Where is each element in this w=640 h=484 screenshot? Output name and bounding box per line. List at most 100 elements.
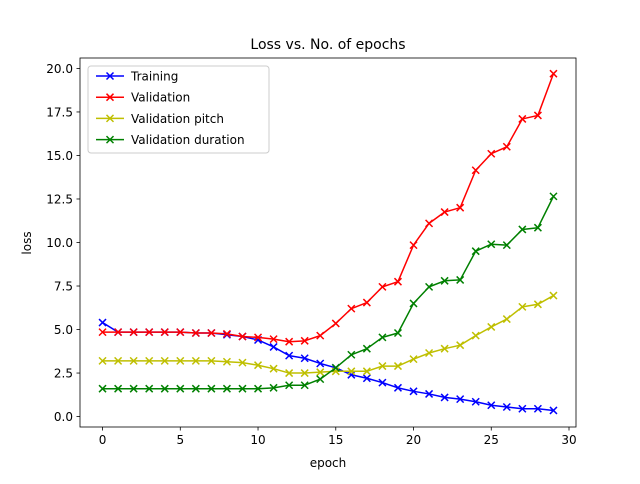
marker-stroke [176, 384, 185, 393]
data-point-validation-pitch [114, 356, 123, 365]
data-point-training [533, 404, 542, 413]
marker-stroke [105, 71, 115, 81]
data-point-validation-duration [378, 333, 387, 342]
data-point-validation [207, 328, 216, 338]
marker-stroke [378, 333, 387, 342]
data-point-validation [176, 328, 185, 337]
data-point-training [440, 393, 449, 402]
x-tick-label: 15 [328, 433, 343, 447]
marker-stroke [409, 299, 418, 308]
marker-stroke [502, 241, 511, 250]
data-point-validation-duration [191, 384, 200, 393]
data-point-validation-pitch [176, 356, 185, 365]
marker-stroke [533, 300, 542, 309]
legend-marker [105, 135, 115, 144]
marker-stroke [145, 356, 154, 365]
marker-stroke [440, 344, 449, 353]
data-point-validation-pitch [98, 356, 107, 365]
data-point-training [518, 404, 527, 413]
data-point-validation-duration [238, 384, 247, 393]
marker-stroke [129, 356, 138, 365]
legend-item-training: Training [96, 70, 178, 84]
marker-stroke [440, 208, 449, 217]
legend-label: Validation pitch [131, 112, 224, 126]
data-point-validation-pitch [440, 344, 449, 353]
marker-stroke [238, 332, 247, 341]
data-point-validation-duration [393, 328, 402, 338]
data-point-training [98, 318, 107, 327]
legend-box [87, 65, 270, 154]
series-line-validation-pitch [102, 294, 554, 374]
marker-stroke [549, 69, 558, 78]
marker-stroke [269, 383, 278, 392]
marker-stroke [285, 381, 294, 390]
data-point-validation [456, 203, 465, 212]
data-point-validation [238, 332, 247, 341]
data-point-validation-pitch [222, 357, 231, 366]
legend-label: Validation duration [131, 133, 245, 147]
data-point-validation-duration [425, 282, 434, 291]
data-point-validation-duration [316, 375, 325, 384]
data-point-training [378, 378, 387, 387]
marker-stroke [549, 291, 558, 300]
marker-stroke [533, 404, 542, 413]
data-point-training [347, 370, 356, 379]
marker-stroke [487, 322, 496, 331]
data-point-validation [549, 69, 558, 78]
data-point-training [549, 406, 558, 415]
data-point-validation [145, 328, 154, 337]
data-point-validation-pitch [409, 355, 418, 364]
marker-stroke [316, 359, 325, 368]
data-point-validation-pitch [238, 358, 247, 367]
data-point-validation-pitch [191, 356, 200, 365]
marker-stroke [378, 378, 387, 387]
marker-stroke [518, 225, 527, 234]
data-point-validation-pitch [254, 361, 263, 370]
legend: Training Validation Validation pitch Valida… [87, 65, 270, 154]
data-point-validation-pitch [300, 369, 309, 378]
marker-stroke [238, 358, 247, 367]
data-point-validation-pitch [549, 291, 558, 300]
marker-stroke [98, 328, 107, 337]
marker-stroke [487, 240, 496, 249]
marker-stroke [487, 149, 496, 158]
x-tick-label: 10 [250, 433, 265, 447]
y-tick-label: 17.5 [46, 105, 73, 119]
marker-stroke [114, 384, 123, 393]
x-tick-label: 25 [484, 433, 499, 447]
marker-stroke [191, 328, 200, 338]
data-point-validation-duration [549, 192, 558, 201]
data-point-validation-duration [487, 240, 496, 249]
marker-stroke [285, 369, 294, 378]
marker-stroke [98, 384, 107, 393]
data-point-validation-pitch [518, 302, 527, 311]
data-point-validation-duration [207, 384, 216, 393]
data-point-training [285, 351, 294, 360]
marker-stroke [425, 389, 434, 398]
marker-stroke [160, 356, 169, 365]
data-point-training [409, 387, 418, 396]
data-point-validation-pitch [145, 356, 154, 365]
marker-stroke [471, 331, 480, 340]
y-tick-label: 5.0 [54, 323, 73, 337]
y-tick-label: 12.5 [46, 192, 73, 206]
legend-marker [105, 114, 115, 123]
data-point-validation [533, 111, 542, 120]
marker-stroke [456, 275, 465, 284]
data-point-validation-duration [129, 384, 138, 393]
marker-stroke [145, 328, 154, 337]
data-point-validation [285, 337, 294, 346]
marker-stroke [300, 369, 309, 378]
marker-stroke [191, 384, 200, 393]
marker-stroke [347, 367, 356, 376]
marker-stroke [269, 342, 278, 351]
data-point-training [456, 395, 465, 404]
y-tick-label: 20.0 [46, 62, 73, 76]
marker-stroke [347, 350, 356, 359]
data-point-training [487, 401, 496, 410]
data-point-training [471, 397, 480, 406]
marker-stroke [98, 356, 107, 365]
data-point-validation-duration [145, 384, 154, 393]
marker-stroke [331, 367, 340, 376]
